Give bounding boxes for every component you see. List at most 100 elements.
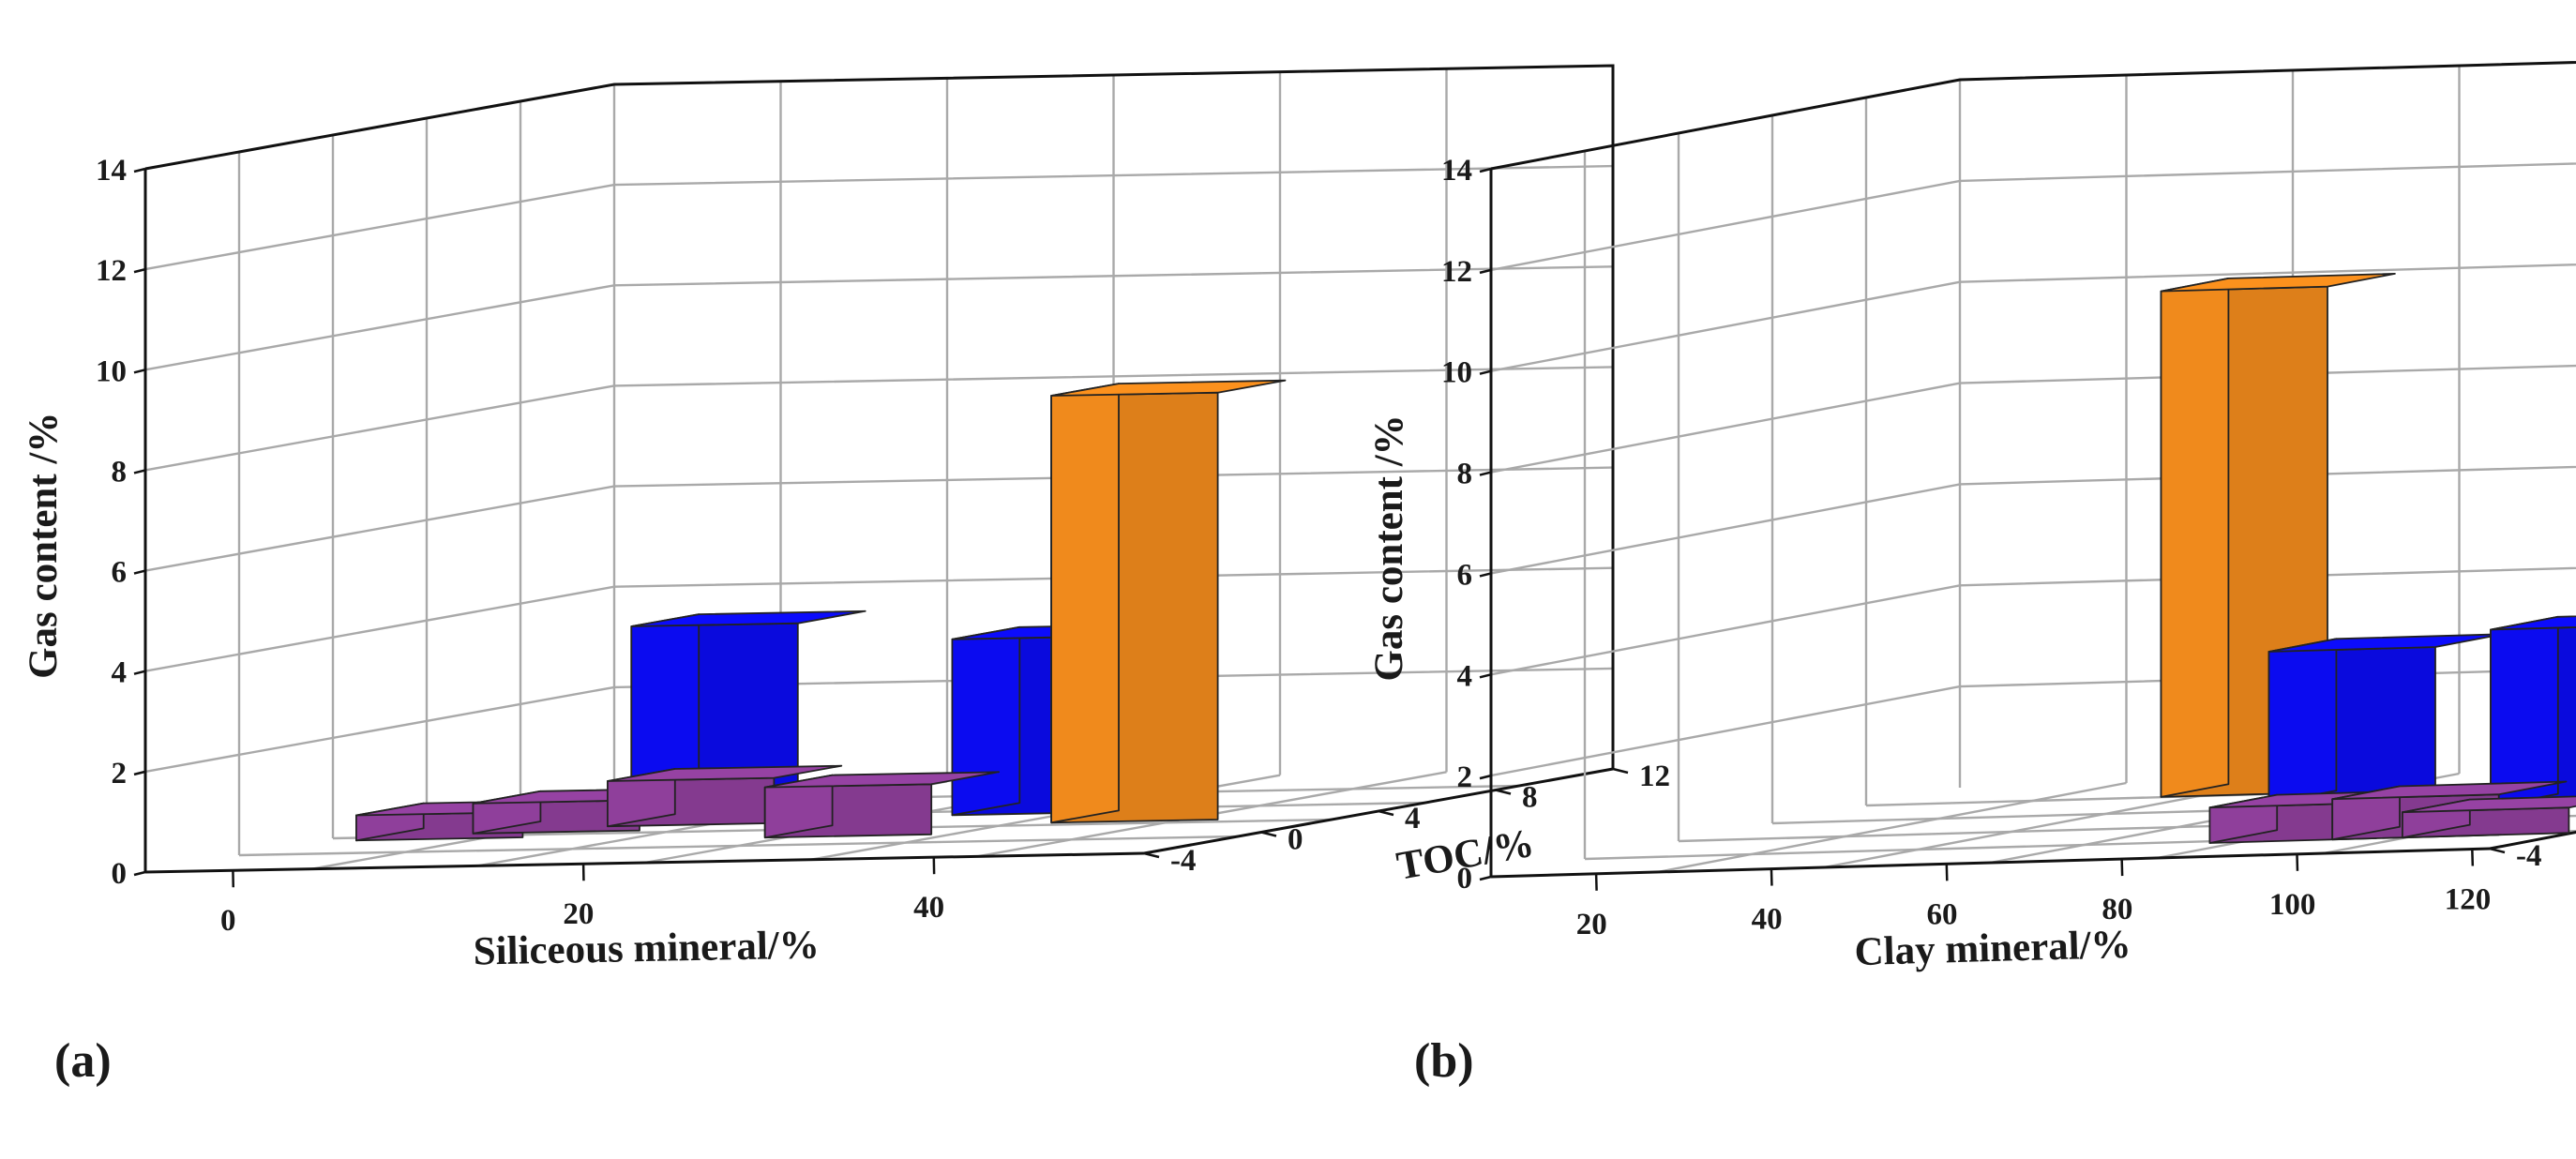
- bar-face-side: [2160, 277, 2230, 798]
- z-gridline: [144, 164, 1614, 271]
- z-tick-label: 2: [1457, 760, 1473, 794]
- x-axis-line: [144, 851, 1145, 874]
- bar-face-top: [763, 771, 1000, 789]
- z-tick-label: 8: [112, 455, 128, 489]
- z-tick-label: 10: [1441, 356, 1472, 390]
- y-tick-label: 0: [1288, 823, 1303, 857]
- z-tick-label: 0: [1457, 862, 1473, 896]
- bar-6: [1050, 379, 1287, 824]
- z-tick-label: 4: [1457, 659, 1473, 693]
- bar-face-top: [2401, 795, 2576, 814]
- z-tick-mark: [1479, 572, 1492, 578]
- z-gridline: [1490, 465, 2576, 575]
- y-axis-line: [2489, 830, 2576, 850]
- x-tick-mark: [2120, 859, 2124, 877]
- bar-face-side: [1050, 383, 1120, 824]
- z-tick-mark: [1479, 369, 1492, 375]
- z-gridline: [144, 64, 1614, 171]
- bars: [354, 379, 1287, 842]
- y-tick-mark: [1378, 809, 1394, 817]
- x-tick-label: 100: [2269, 888, 2316, 922]
- x-tick-mark: [1945, 864, 1949, 881]
- bar-3: [2267, 633, 2504, 805]
- z-axis-label: Gas content /%: [22, 413, 66, 679]
- x-tick-mark: [1594, 873, 1598, 891]
- floor-gridline: [1657, 781, 2127, 874]
- panel-label: (b): [1414, 1034, 1474, 1088]
- z-gridline: [1490, 263, 2576, 372]
- bar-face-top: [2331, 780, 2568, 801]
- x-tick-label: 40: [913, 891, 944, 925]
- z-tick-label: 0: [112, 857, 128, 891]
- z-gridline: [1490, 162, 2576, 272]
- bar-face-top: [1050, 379, 1287, 397]
- z-tick-label: 12: [1441, 255, 1472, 289]
- bars: [2160, 272, 2576, 844]
- bar-face-side: [2490, 615, 2559, 808]
- axes-frame: [1489, 60, 2576, 879]
- x-axis-label: Siliceous mineral/%: [473, 923, 820, 973]
- z-tick-label: 10: [96, 354, 127, 388]
- y-tick-label: 4: [1405, 802, 1421, 835]
- z-tick-mark: [133, 267, 146, 274]
- y-tick-mark: [1495, 789, 1512, 795]
- x-axis-label: Clay mineral/%: [1854, 923, 2132, 974]
- z-tick-mark: [133, 369, 146, 374]
- z-tick-label: 4: [112, 656, 128, 690]
- z-gridline: [144, 265, 1614, 371]
- z-gridline: [144, 667, 1614, 774]
- bar-3: [763, 771, 1000, 839]
- bar-4: [2490, 615, 2576, 808]
- z-tick-mark: [1479, 875, 1492, 881]
- panel-label: (a): [54, 1034, 112, 1088]
- z-gridline: [1490, 61, 2576, 171]
- bar-face-top: [607, 764, 843, 782]
- x-tick-label: 0: [220, 904, 236, 938]
- z-gridline: [1490, 364, 2576, 474]
- bar-face-top: [2160, 272, 2396, 293]
- bar-face-side: [2267, 638, 2338, 805]
- y-tick-label: -4: [1170, 844, 1197, 878]
- z-tick-mark: [1479, 268, 1492, 275]
- z-tick-label: 2: [112, 757, 128, 790]
- z-tick-label: 6: [112, 556, 128, 590]
- y-tick-mark: [1143, 851, 1160, 859]
- z-tick-mark: [133, 167, 146, 173]
- x-axis-line: [1490, 847, 2491, 879]
- axis-labels: Gas content /%Clay mineral/%TOC/%: [1367, 414, 2132, 974]
- bar-4: [630, 610, 866, 804]
- z-tick-mark: [133, 770, 146, 776]
- z-tick-mark: [1479, 167, 1492, 173]
- y-tick-mark: [1612, 767, 1629, 775]
- x-tick-mark: [1770, 868, 1773, 886]
- z-tick-label: 12: [96, 254, 127, 288]
- bar-2: [607, 764, 843, 828]
- z-tick-mark: [1479, 774, 1492, 780]
- x-tick-label: 20: [1576, 908, 1607, 941]
- z-tick-mark: [133, 469, 146, 474]
- y-tick-label: -4: [2516, 839, 2542, 873]
- top-frame: [1490, 60, 2576, 171]
- x-tick-label: 40: [1752, 903, 1783, 937]
- z-axis-label: Gas content /%: [1367, 414, 1411, 681]
- x-tick-label: 120: [2445, 883, 2492, 917]
- z-tick-mark: [133, 670, 146, 675]
- y-tick-mark: [2489, 847, 2506, 854]
- z-tick-mark: [1479, 471, 1492, 476]
- z-tick-mark: [133, 569, 146, 575]
- x-tick-label: 60: [1926, 897, 1957, 931]
- top-frame: [144, 64, 1615, 769]
- z-tick-label: 14: [96, 154, 127, 188]
- y-tick-label: 8: [1522, 781, 1538, 815]
- bar-face-top: [630, 610, 866, 627]
- y-tick-label: 12: [1639, 760, 1670, 793]
- x-tick-label: 80: [2101, 893, 2132, 926]
- x-tick-mark: [2471, 849, 2475, 866]
- z-tick-mark: [1479, 673, 1492, 679]
- z-tick-label: 6: [1457, 558, 1473, 592]
